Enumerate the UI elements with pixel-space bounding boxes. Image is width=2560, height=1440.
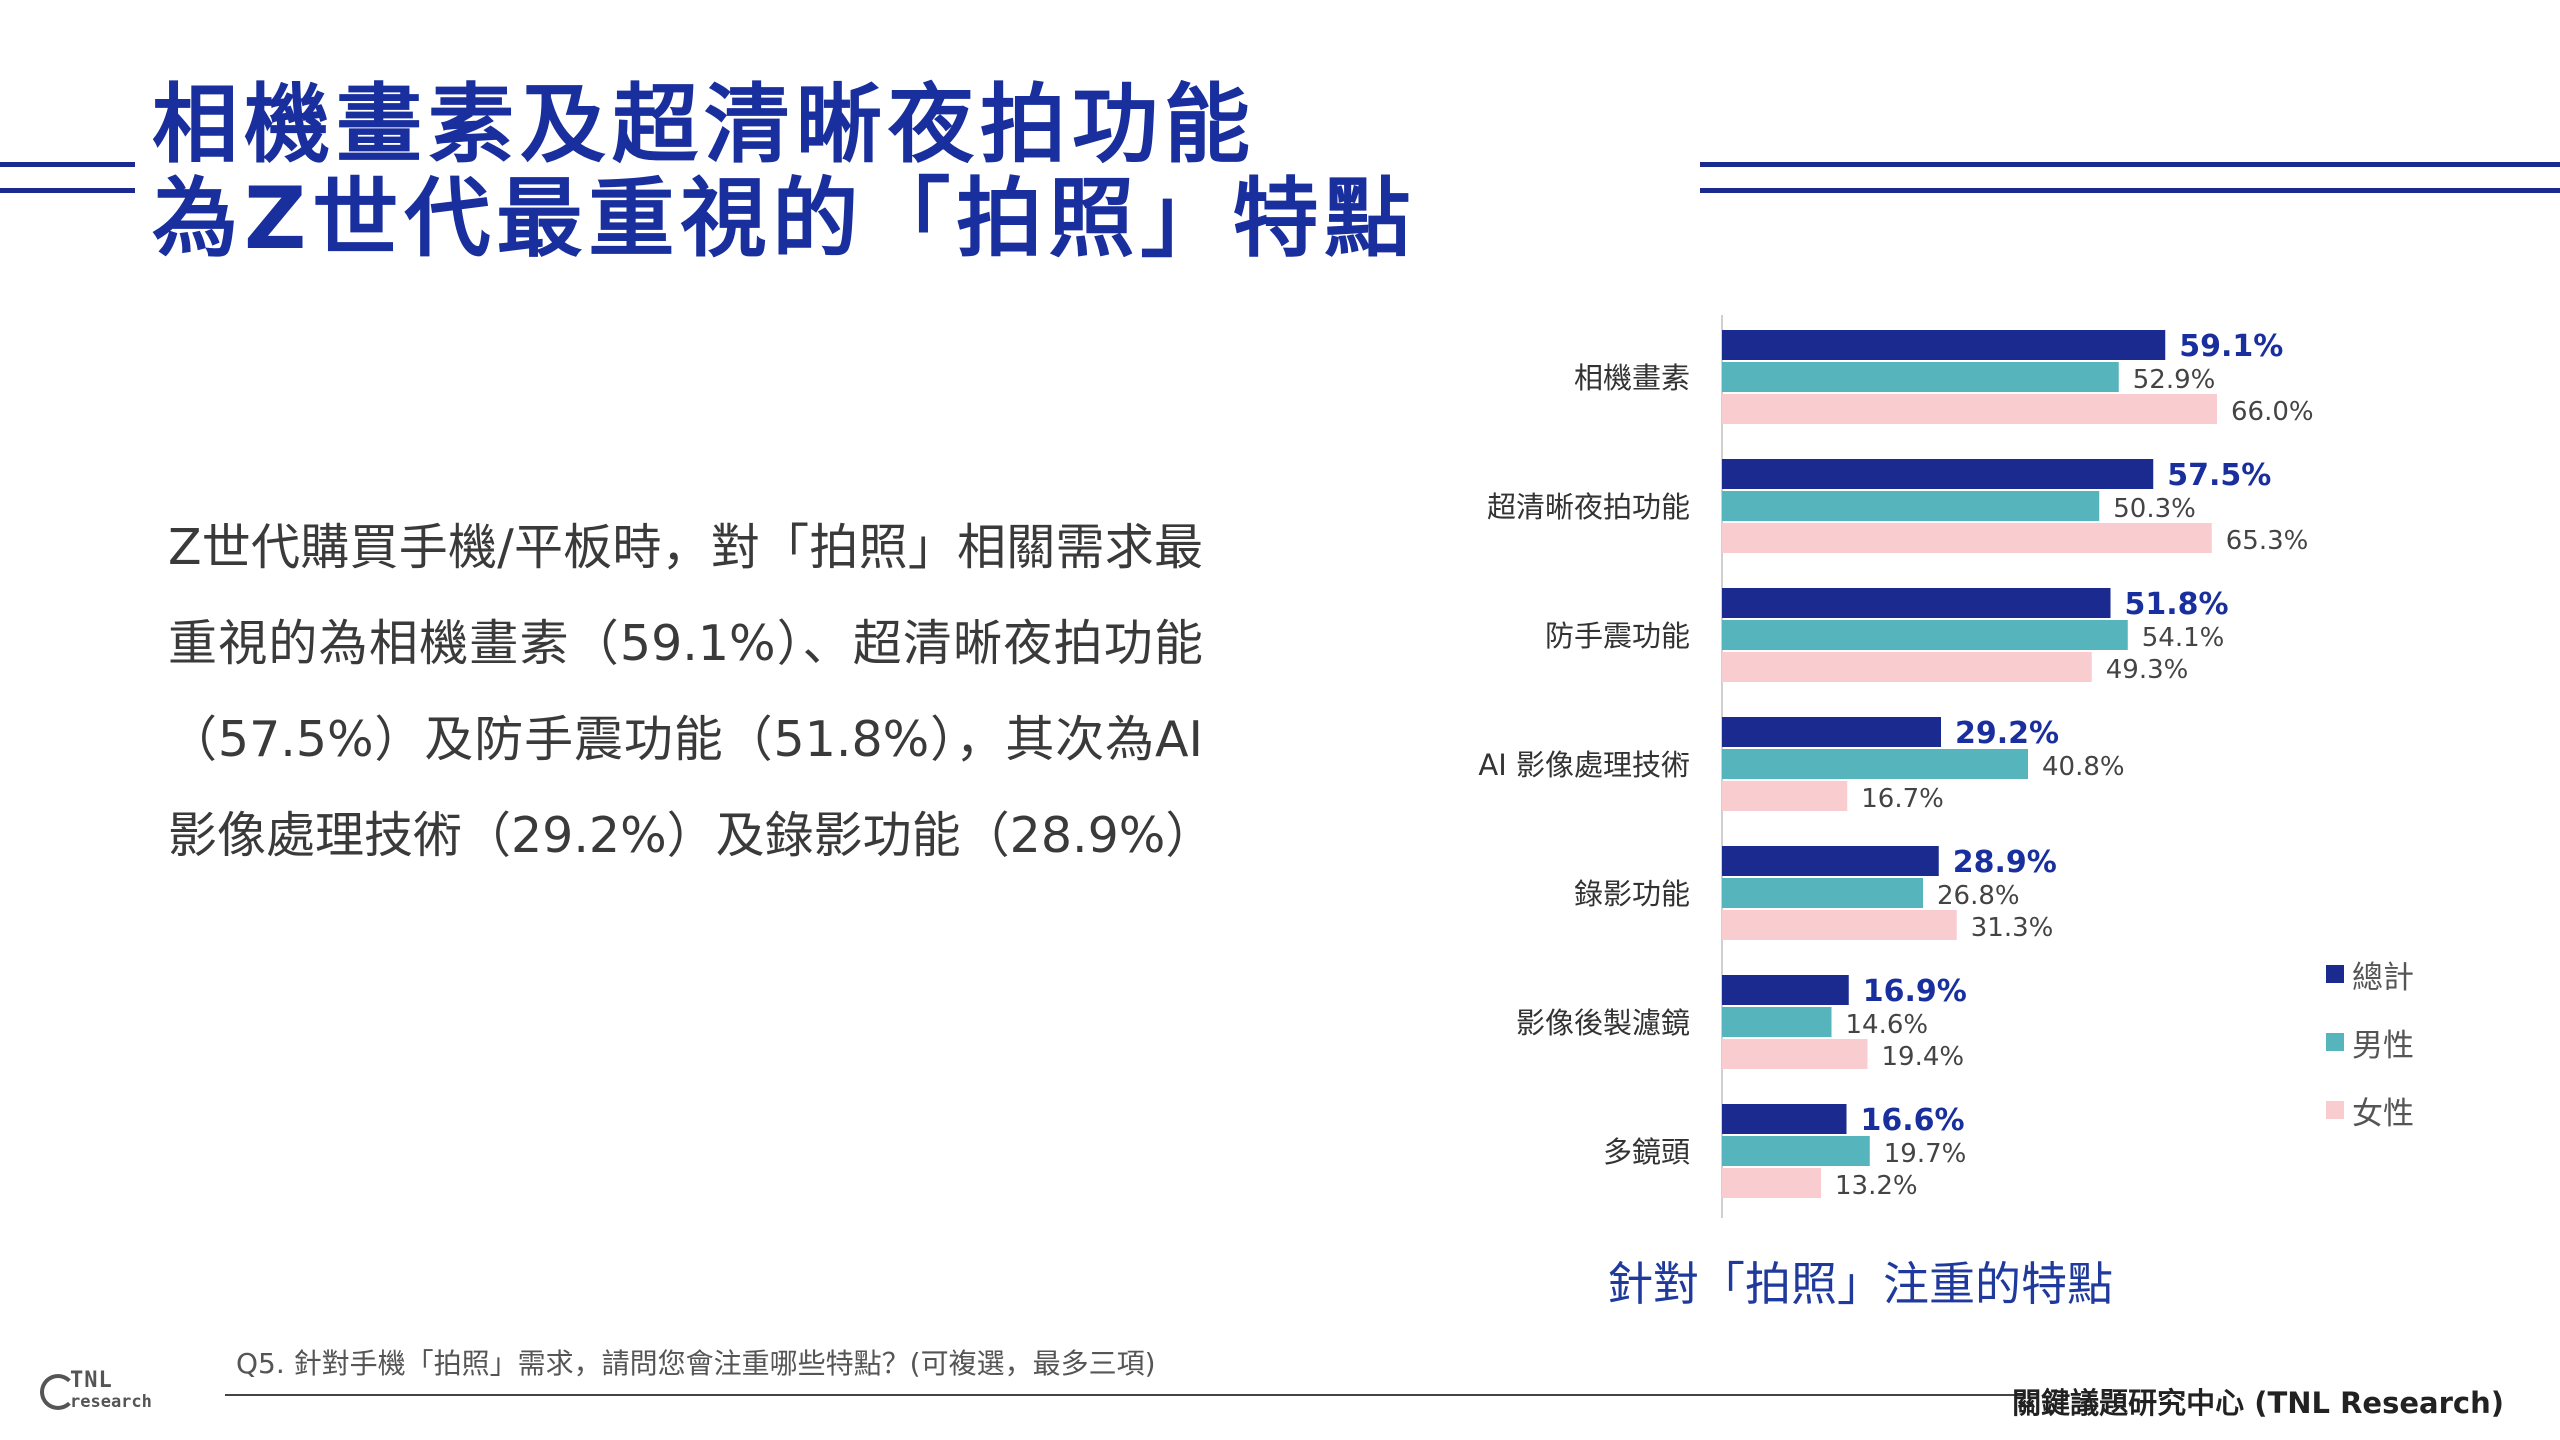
bar-男性-1 [1722, 491, 2100, 521]
data-label-女性-5: 19.4% [1882, 1042, 1965, 1072]
data-label-總計-5: 16.9% [1863, 974, 1967, 1009]
bar-男性-3 [1722, 749, 2028, 779]
data-label-總計-1: 57.5% [2167, 458, 2271, 493]
data-label-男性-3: 40.8% [2042, 752, 2125, 782]
bar-女性-0 [1722, 394, 2217, 424]
bar-男性-6 [1722, 1136, 1870, 1166]
logo-ring-icon [40, 1374, 76, 1410]
bar-chart: 相機畫素 59.1% 52.9% 66.0% 超清晰夜拍功能 57.5% 50.3% 65.3… [1400, 300, 2480, 1300]
bar-總計-0 [1722, 330, 2166, 360]
bar-總計-4 [1722, 846, 1939, 876]
survey-question: Q5. 針對手機「拍照」需求，請問您會注重哪些特點？(可複選，最多三項) [236, 1347, 1156, 1380]
data-label-男性-6: 19.7% [1884, 1139, 1967, 1169]
data-label-男性-4: 26.8% [1937, 881, 2020, 911]
bar-總計-3 [1722, 717, 1941, 747]
legend-item-total: 總計 [2326, 940, 2414, 1008]
chart-legend: 總計 男性 女性 [2326, 940, 2414, 1144]
legend-swatch-total [2326, 965, 2344, 983]
logo-text-research: research [70, 1392, 152, 1412]
category-label: 防手震功能 [1545, 619, 1690, 653]
header-line-left-2 [0, 188, 135, 193]
page-title: 相機畫素及超清晰夜拍功能 為Z世代最重視的「拍照」特點 [152, 78, 1416, 266]
bar-總計-2 [1722, 588, 2111, 618]
header-line-right-1 [1700, 162, 2560, 167]
bar-女性-5 [1722, 1039, 1868, 1069]
bar-女性-4 [1722, 910, 1957, 940]
chart-svg: 相機畫素 59.1%52.9% 66.0% 超清晰夜拍功能 57.5%50.3% 65.3… [1478, 315, 2314, 1218]
bar-男性-5 [1722, 1007, 1832, 1037]
data-label-女性-2: 49.3% [2106, 655, 2189, 685]
bar-總計-6 [1722, 1104, 1847, 1134]
legend-swatch-male [2326, 1033, 2344, 1051]
data-label-男性-2: 54.1% [2142, 623, 2225, 653]
data-label-男性-5: 14.6% [1846, 1010, 1929, 1040]
bar-女性-1 [1722, 523, 2212, 553]
legend-item-male: 男性 [2326, 1008, 2414, 1076]
data-label-總計-0: 59.1% [2179, 329, 2283, 364]
category-label: 錄影功能 [1574, 877, 1690, 911]
bar-女性-3 [1722, 781, 1848, 811]
data-label-男性-1: 50.3% [2113, 494, 2196, 524]
data-label-總計-2: 51.8% [2125, 587, 2229, 622]
data-label-女性-3: 16.7% [1861, 784, 1944, 814]
header-line-left-1 [0, 162, 135, 167]
data-label-總計-4: 28.9% [1953, 845, 2057, 880]
source-credit: 關鍵議題研究中心 (TNL Research) [2012, 1386, 2504, 1420]
footer-divider [225, 1394, 2025, 1396]
data-label-女性-6: 13.2% [1835, 1171, 1918, 1201]
tnl-research-logo: TNL research [40, 1368, 170, 1420]
category-label: 超清晰夜拍功能 [1487, 490, 1690, 524]
legend-swatch-female [2326, 1101, 2344, 1119]
bar-男性-4 [1722, 878, 1923, 908]
header-line-right-2 [1700, 188, 2560, 193]
category-label: 影像後製濾鏡 [1516, 1006, 1690, 1040]
bar-女性-6 [1722, 1168, 1821, 1198]
data-label-女性-4: 31.3% [1971, 913, 2054, 943]
title-line-2: 為Z世代最重視的「拍照」特點 [152, 169, 1417, 269]
category-label: 相機畫素 [1574, 361, 1690, 395]
bar-總計-1 [1722, 459, 2154, 489]
category-label: AI 影像處理技術 [1478, 748, 1690, 782]
legend-label-female: 女性 [2352, 1095, 2414, 1132]
category-label: 多鏡頭 [1603, 1135, 1690, 1169]
summary-text: Z世代購買手機/平板時，對「拍照」相關需求最重視的為相機畫素（59.1%）、超清… [168, 519, 1215, 864]
data-label-女性-1: 65.3% [2226, 526, 2309, 556]
logo-text-tnl: TNL [70, 1368, 113, 1393]
data-label-總計-6: 16.6% [1861, 1103, 1965, 1138]
bar-女性-2 [1722, 652, 2092, 682]
legend-label-male: 男性 [2352, 1027, 2414, 1064]
bar-總計-5 [1722, 975, 1849, 1005]
chart-caption: 針對「拍照」注重的特點 [1607, 1257, 2113, 1311]
data-label-總計-3: 29.2% [1955, 716, 2059, 751]
data-label-男性-0: 52.9% [2133, 365, 2216, 395]
bar-男性-0 [1722, 362, 2119, 392]
legend-item-female: 女性 [2326, 1076, 2414, 1144]
data-label-女性-0: 66.0% [2231, 397, 2314, 427]
legend-label-total: 總計 [2352, 959, 2414, 996]
title-line-1: 相機畫素及超清晰夜拍功能 [152, 75, 1256, 175]
bar-男性-2 [1722, 620, 2128, 650]
